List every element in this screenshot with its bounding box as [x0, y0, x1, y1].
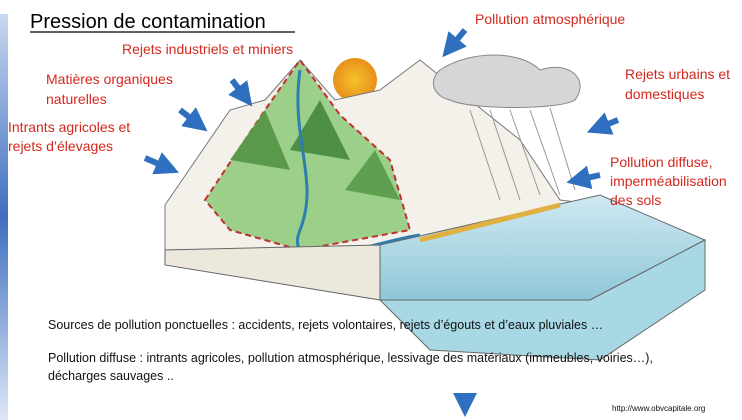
- label-line: rejets d’élevages: [8, 138, 113, 154]
- label-line: Rejets urbains et: [625, 66, 730, 82]
- label-line: Pollution atmosphérique: [475, 11, 625, 27]
- label-line: Matières organiques: [46, 71, 173, 87]
- label-line: Rejets industriels et miniers: [122, 41, 293, 57]
- paragraphs: Sources de pollution ponctuelles : accid…: [48, 318, 653, 383]
- label-line: domestiques: [625, 86, 704, 102]
- title: Pression de contamination: [30, 11, 266, 33]
- source: http://www.obvcapitale.org: [612, 404, 705, 413]
- slide: Pression de contamination Pollution atmo…: [0, 0, 742, 420]
- label-line: imperméabilisation: [610, 173, 727, 189]
- label-line: naturelles: [46, 91, 107, 107]
- paragraph-line: Pollution diffuse : intrants agricoles, …: [48, 351, 653, 365]
- label-line: Intrants agricoles et: [8, 119, 130, 135]
- paragraph-line: décharges sauvages ..: [48, 369, 174, 383]
- paragraph-line: Sources de pollution ponctuelles : accid…: [48, 318, 603, 332]
- label-line: Pollution diffuse,: [610, 154, 712, 170]
- label-line: des sols: [610, 192, 661, 208]
- side-bar: [0, 14, 8, 420]
